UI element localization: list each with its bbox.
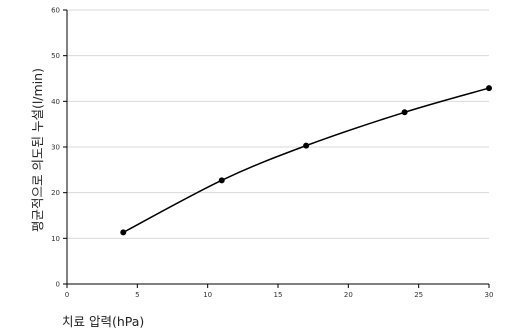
x-tick-label: 5 (135, 291, 139, 299)
y-tick-label: 40 (51, 98, 60, 106)
x-tick-label: 15 (274, 291, 283, 299)
series-group (120, 85, 492, 236)
x-tick-label: 0 (65, 291, 69, 299)
y-tick-label: 50 (51, 52, 60, 60)
y-tick-label: 30 (51, 144, 60, 152)
x-axis-label: 치료 압력(hPa) (62, 314, 144, 329)
y-tick-label: 20 (51, 189, 60, 197)
data-point (401, 109, 408, 116)
gridlines (67, 9, 489, 239)
data-point (486, 85, 492, 92)
data-point (120, 229, 127, 236)
y-tick-labels: 0 10 20 30 40 50 60 (51, 7, 67, 289)
y-tick-label: 60 (51, 7, 60, 15)
y-tick-label: 0 (56, 281, 60, 289)
series-line (122, 87, 490, 234)
y-tick-label: 10 (51, 235, 60, 243)
x-tick-label: 30 (485, 291, 494, 299)
x-tick-label: 10 (203, 291, 212, 299)
x-tick-labels: 0 5 10 15 20 25 30 (65, 284, 494, 299)
x-tick-label: 25 (414, 291, 423, 299)
x-tick-label: 20 (344, 291, 353, 299)
data-point (218, 177, 225, 184)
data-point (303, 142, 310, 149)
y-axis-label: 평균적으로 의도된 누설(l/min) (30, 68, 45, 232)
